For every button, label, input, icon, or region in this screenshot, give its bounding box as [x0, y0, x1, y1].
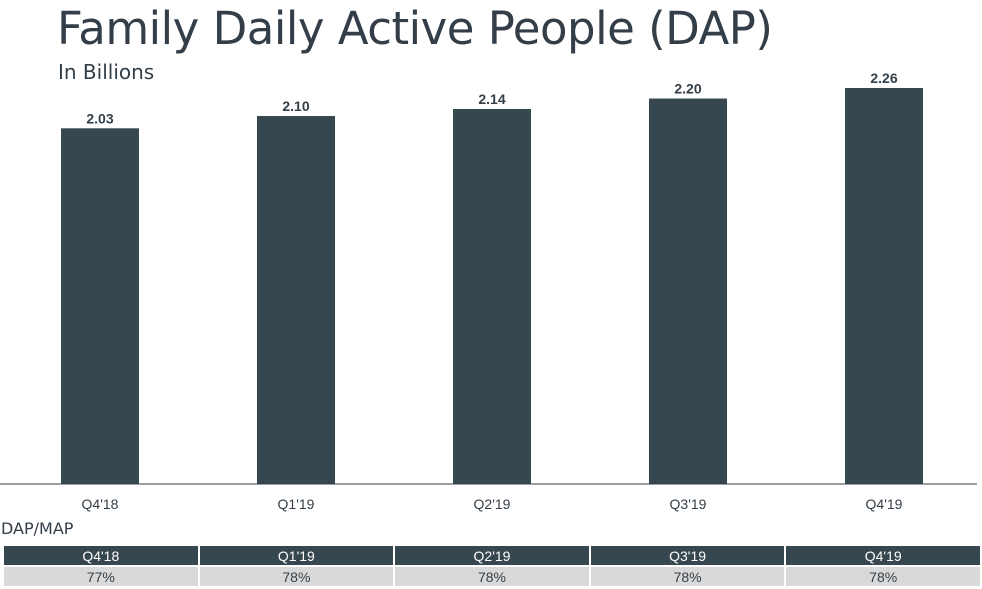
x-tick-label: Q2'19 [474, 496, 511, 512]
table-cell: 78% [197, 565, 396, 586]
table-cell: 78% [784, 565, 982, 586]
bar-Q1'19 [257, 116, 335, 484]
data-label: 2.26 [870, 70, 897, 86]
x-tick-label: Q4'19 [866, 496, 903, 512]
bar-Q2'19 [453, 109, 531, 484]
table-header-cell: Q4'18 [2, 546, 200, 566]
chart-subtitle: In Billions [58, 60, 155, 84]
dap-map-table: Q4'18 Q1'19 Q2'19 Q3'19 Q4'19 77% 78% 78… [2, 546, 982, 586]
data-label: 2.10 [282, 98, 309, 114]
x-tick-label: Q4'18 [82, 496, 119, 512]
table-row: 77% 78% 78% 78% 78% [2, 565, 982, 586]
data-label: 2.03 [86, 110, 113, 126]
table-header-cell: Q3'19 [588, 546, 787, 566]
table-header-cell: Q1'19 [197, 546, 396, 566]
bar-chart: 2.03 2.10 2.14 2.20 2.26 Q4'18 Q1'19 Q2'19 Q3'1… [0, 70, 977, 512]
table-cell: 78% [393, 565, 591, 586]
table-header-cell: Q4'19 [784, 546, 982, 566]
data-label: 2.14 [478, 91, 505, 107]
table-header-cell: Q2'19 [393, 546, 591, 566]
data-label: 2.20 [674, 81, 701, 97]
dap-map-table-title: DAP/MAP [1, 519, 74, 538]
table-header-row: Q4'18 Q1'19 Q2'19 Q3'19 Q4'19 [2, 546, 982, 566]
table-cell: 77% [2, 565, 200, 586]
chart-title: Family Daily Active People (DAP) [57, 2, 773, 55]
table-cell: 78% [588, 565, 787, 586]
bar-Q4'19 [845, 88, 923, 484]
bar-Q4'18 [61, 128, 139, 484]
x-tick-label: Q3'19 [670, 496, 707, 512]
x-tick-label: Q1'19 [278, 496, 315, 512]
bar-Q3'19 [649, 98, 727, 484]
